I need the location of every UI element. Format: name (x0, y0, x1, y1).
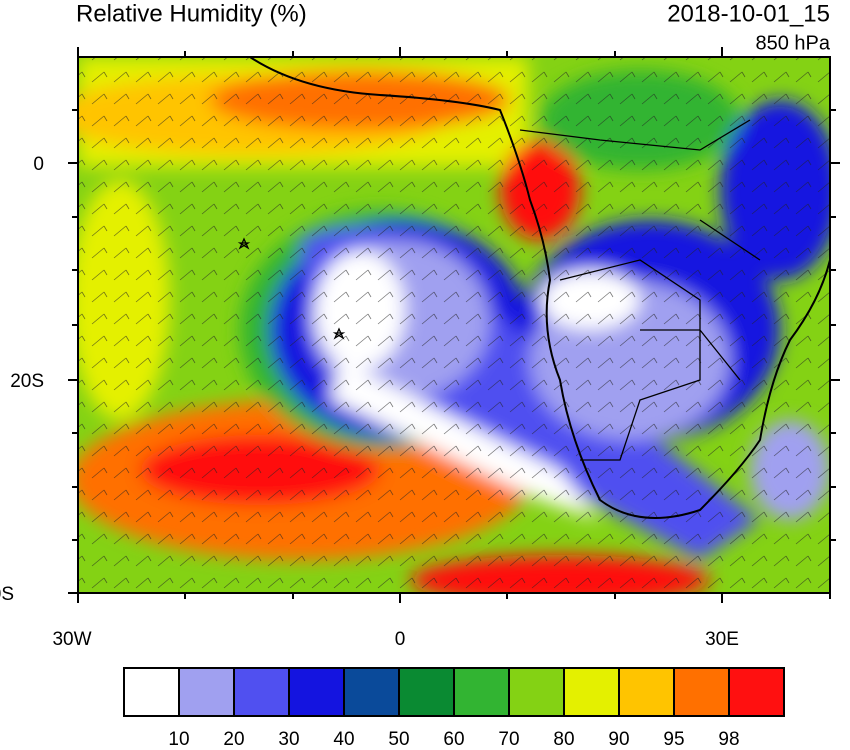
colorbar-label: 98 (718, 729, 739, 750)
colorbar-label: 80 (553, 729, 574, 750)
colorbar-label: 50 (388, 729, 409, 750)
timestamp: 2018-10-01_15 (667, 0, 830, 27)
lon-label: 0 (395, 629, 406, 650)
colorbar-box (618, 667, 675, 717)
colorbar-label: 70 (498, 729, 519, 750)
lat-label: 0 (33, 154, 44, 175)
colorbar-label: 30 (278, 729, 299, 750)
colorbar-label: 90 (608, 729, 629, 750)
colorbar-box (508, 667, 565, 717)
colorbar-box (398, 667, 455, 717)
level: 850 hPa (755, 32, 830, 54)
colorbar-box (233, 667, 290, 717)
colorbar-box (178, 667, 235, 717)
humidity-field (78, 57, 830, 593)
colorbar-box (453, 667, 510, 717)
lat-label: 40S (0, 584, 14, 605)
colorbar-box (343, 667, 400, 717)
colorbar-box (563, 667, 620, 717)
colorbar-label: 20 (223, 729, 244, 750)
colorbar-box (288, 667, 345, 717)
colorbar: 10 20 30 40 50 60 70 80 90 95 98 (123, 667, 785, 750)
colorbar-box (123, 667, 180, 717)
lon-label: 30E (705, 629, 739, 650)
lon-label: 30W (52, 629, 91, 650)
colorbar-label: 60 (443, 729, 464, 750)
colorbar-label: 95 (663, 729, 684, 750)
frame-ticks (68, 47, 840, 603)
title: Relative Humidity (%) (76, 0, 307, 27)
colorbar-label: 10 (168, 729, 189, 750)
colorbar-label: 40 (333, 729, 354, 750)
lat-label: 20S (10, 371, 44, 392)
colorbar-box (673, 667, 730, 717)
colorbar-box (728, 667, 785, 717)
